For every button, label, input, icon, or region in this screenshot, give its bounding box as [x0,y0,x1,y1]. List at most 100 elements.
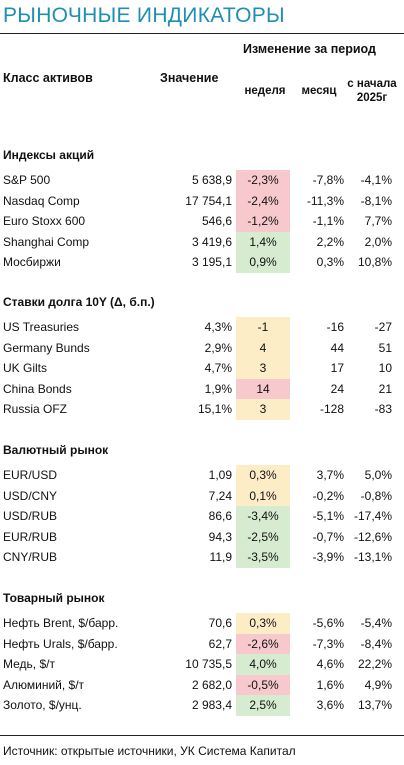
week-change: -3,4% [236,506,290,527]
table-row: Нефть Brent, $/барр. 70,6 0,3% -5,6% -5,4% [0,613,404,634]
asset-name: Алюминий, $/т [3,677,85,692]
asset-name: China Bonds [3,381,72,396]
month-change: 3,7% [316,468,344,482]
asset-name: USD/RUB [3,509,58,523]
section-title: Ставки долга 10Y (Δ, б.п.) [3,295,155,309]
month-change: 17 [330,361,344,375]
month-change: -128 [319,402,344,416]
table-row: Shanghai Comp 3 419,6 1,4% 2,2% 2,0% [0,231,404,253]
month-change: 4,6% [316,657,344,671]
asset-value: 1,9% [204,381,232,396]
table-row: Germany Bunds 2,9% 4 44 51 [0,337,404,359]
page-title: РЫНОЧНЫЕ ИНДИКАТОРЫ [3,4,285,27]
month-change: -7,3% [312,636,344,651]
asset-value: 94,3 [208,529,232,544]
asset-value: 5 638,9 [191,173,232,187]
table-row: USD/RUB 86,6 -3,4% -5,1% -17,4% [0,506,404,527]
week-change: 4,0% [236,654,290,675]
month-change: 3,6% [316,698,344,712]
week-change: 0,1% [236,485,290,507]
ytd-change: 4,9% [364,677,392,692]
table-row: Nasdaq Comp 17 754,1 -2,4% -11,3% -8,1% [0,190,404,212]
table-row: Нефть Urals, $/барр. 62,7 -2,6% -7,3% -8,4% [0,633,404,655]
ytd-change: 10 [378,361,392,375]
asset-name: EUR/RUB [3,529,58,544]
asset-name: Нефть Urals, $/барр. [3,636,118,651]
table-row: Золото, $/унц. 2 983,4 2,5% 3,6% 13,7% [0,695,404,716]
month-change: -0,7% [312,529,344,544]
month-change: 44 [330,340,344,355]
asset-name: UK Gilts [3,361,48,375]
week-change: 14 [236,378,290,400]
asset-name: Нефть Brent, $/барр. [3,616,119,630]
ytd-change: -83 [374,402,392,416]
asset-value: 10 735,5 [185,657,232,671]
ytd-change: 13,7% [357,698,392,712]
asset-value: 70,6 [208,616,232,630]
table-row: Мосбиржи 3 195,1 0,9% 0,3% 10,8% [0,252,404,273]
section-title: Валютный рынок [3,443,109,457]
asset-name: CNY/RUB [3,550,58,564]
month-change: 0,3% [316,255,344,269]
asset-value: 2,9% [204,340,232,355]
table-row: Алюминий, $/т 2 682,0 -0,5% 1,6% 4,9% [0,674,404,696]
month-change: -5,6% [312,616,344,630]
week-change: -3,5% [236,547,290,568]
ytd-change: 51 [378,340,392,355]
footer-divider [0,735,404,736]
week-change: -0,5% [236,674,290,696]
asset-name: EUR/USD [3,468,58,482]
ytd-change: -5,4% [360,616,392,630]
asset-name: Мосбиржи [3,255,61,269]
source-note: Источник: открытые источники, УК Система… [3,744,296,758]
table-row: US Treasuries 4,3% -1 -16 -27 [0,317,404,338]
title-divider [0,33,404,34]
table-row: China Bonds 1,9% 14 24 21 [0,378,404,400]
asset-name: Золото, $/унц. [3,698,82,712]
asset-value: 4,7% [204,361,232,375]
change-period-header: Изменение за период [243,42,376,56]
week-change: -2,5% [236,526,290,548]
asset-name: Nasdaq Comp [3,193,80,208]
table-row: Russia OFZ 15,1% 3 -128 -83 [0,399,404,420]
week-change: -2,3% [236,170,290,191]
ytd-change: -12,6% [353,529,392,544]
month-change: -5,1% [312,509,344,523]
week-change: 2,5% [236,695,290,716]
value-header: Значение [160,71,219,85]
ytd-change: 2,0% [364,234,392,249]
asset-value: 15,1% [197,402,232,416]
asset-name: US Treasuries [3,320,80,334]
asset-value: 7,24 [208,488,232,503]
asset-value: 2 983,4 [191,698,232,712]
table-row: EUR/RUB 94,3 -2,5% -0,7% -12,6% [0,526,404,548]
asset-value: 546,6 [201,214,232,228]
ytd-header-line1: с начала [347,78,397,90]
week-change: 3 [236,399,290,420]
table-row: EUR/USD 1,09 0,3% 3,7% 5,0% [0,465,404,486]
table-row: Медь, $/т 10 735,5 4,0% 4,6% 22,2% [0,654,404,675]
ytd-change: -8,4% [360,636,392,651]
week-change: 0,9% [236,252,290,273]
asset-class-header: Класс активов [3,71,93,85]
asset-value: 62,7 [208,636,232,651]
section-title: Товарный рынок [3,591,105,605]
month-change: 24 [330,381,344,396]
ytd-change: 10,8% [357,255,392,269]
table-row: S&P 500 5 638,9 -2,3% -7,8% -4,1% [0,170,404,191]
week-change: 0,3% [236,465,290,486]
ytd-change: -8,1% [360,193,392,208]
asset-value: 4,3% [204,320,232,334]
asset-value: 11,9 [209,550,232,564]
asset-name: Germany Bunds [3,340,90,355]
asset-name: S&P 500 [3,173,51,187]
week-change: -2,4% [236,190,290,212]
asset-name: Russia OFZ [3,402,68,416]
ytd-change: -4,1% [360,173,392,187]
section-title: Индексы акций [3,148,95,162]
table-row: Euro Stoxx 600 546,6 -1,2% -1,1% 7,7% [0,211,404,232]
ytd-change: 7,7% [364,214,392,228]
asset-name: USD/CNY [3,488,58,503]
week-change: -1,2% [236,211,290,232]
ytd-header-line2: 2025г [356,92,388,104]
